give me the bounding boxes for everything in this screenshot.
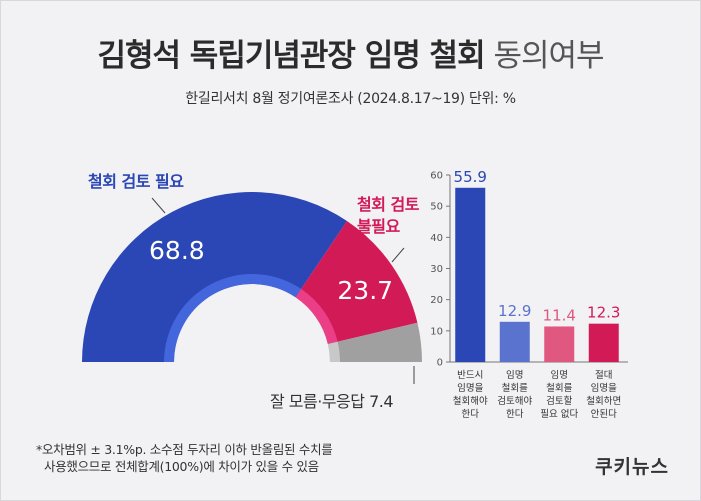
y-tick-label: 40	[430, 233, 443, 244]
leader-line-need-review	[151, 197, 166, 214]
footnote-line2: 사용했으므로 전체합계(100%)에 차이가 있을 수 있음	[44, 459, 319, 474]
bar-category-label: 반드시	[457, 370, 483, 381]
bar-category-label: 안된다	[591, 408, 617, 420]
slice-unknown-inner-band	[327, 341, 340, 362]
bar-category-label: 임명을	[591, 382, 617, 394]
bar-category-label: 철회하면	[586, 395, 621, 407]
bar-category-label: 필요 없다	[540, 408, 578, 420]
bar-1	[455, 187, 486, 362]
bar-3	[544, 326, 575, 362]
bar-category-label: 임명	[506, 369, 523, 381]
footnote: *오차범위 ± 3.1%p. 소수점 두자리 이하 반올림된 수치를 사용했으므…	[36, 441, 333, 475]
slice-no-review-inner-band	[295, 289, 338, 345]
slice-value-no-review: 23.7	[337, 276, 393, 305]
chart-title: 김형석 독립기념관장 임명 철회 동의여부	[0, 30, 701, 75]
slice-no-review	[295, 221, 418, 345]
bar-value-label: 11.4	[543, 306, 576, 324]
y-tick-label: 10	[430, 326, 443, 337]
slice-value-need-review: 68.8	[149, 236, 205, 265]
bar-category-label: 한다	[462, 409, 480, 420]
bar-category-label: 철회해야	[453, 395, 488, 407]
bar-value-label: 12.9	[498, 302, 531, 320]
bar-value-label: 55.9	[454, 168, 487, 186]
footnote-line1: *오차범위 ± 3.1%p. 소수점 두자리 이하 반올림된 수치를	[36, 442, 333, 457]
y-tick-label: 50	[430, 202, 443, 213]
bar-category-label: 절대	[595, 369, 612, 381]
bar-category-label: 임명	[551, 369, 568, 381]
chart-subtitle: 한길리서치 8월 정기여론조사 (2024.8.17~19) 단위: %	[185, 91, 516, 107]
bar-category-label: 한다	[506, 409, 524, 420]
bar-value-label: 12.3	[587, 304, 620, 322]
y-tick-label: 0	[437, 358, 443, 369]
slice-label-no-review: 철회 검토 불필요	[357, 194, 419, 238]
slice-label-no-review-line2: 불필요	[357, 217, 400, 236]
bar-category-label: 임명을	[457, 382, 483, 394]
publisher-logo: 쿠키뉴스	[595, 456, 669, 478]
slice-label-no-review-line1: 철회 검토	[357, 195, 419, 214]
slice-unknown	[327, 322, 422, 362]
y-tick-label: 20	[430, 295, 443, 306]
bar-category-label: 철회를	[502, 383, 528, 394]
y-tick-label: 60	[430, 171, 443, 182]
slice-label-unknown: 잘 모름·무응답 7.4	[270, 392, 394, 411]
bar-category-label: 검토할	[546, 395, 572, 407]
slice-need-review-inner-band	[164, 274, 302, 362]
bar-4	[588, 323, 619, 362]
title-main: 김형석 독립기념관장 임명 철회	[97, 38, 485, 74]
bar-2	[499, 321, 530, 362]
bar-category-label: 철회를	[546, 383, 572, 394]
y-tick-label: 30	[430, 264, 443, 275]
bar-category-label: 검토해야	[497, 395, 532, 407]
title-sub: 동의여부	[493, 38, 604, 74]
slice-label-need-review: 철회 검토 필요	[88, 172, 184, 191]
slice-need-review	[82, 191, 347, 362]
leader-line-no-review	[391, 247, 405, 263]
